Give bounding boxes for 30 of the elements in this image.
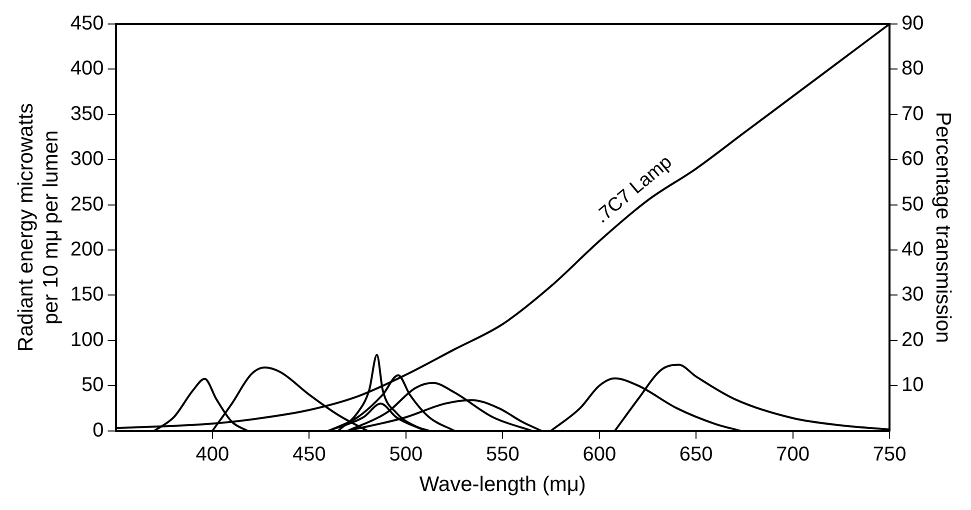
x-tick-label: 650 (679, 443, 713, 466)
y2-tick-label: 40 (902, 238, 924, 261)
x-tick-label: 400 (196, 443, 230, 466)
y-tick-label: 50 (82, 374, 104, 396)
y2-tick-label: 10 (902, 374, 924, 396)
y2-axis-title: Percentage transmission (932, 112, 955, 343)
y2-tick-label: 70 (902, 102, 924, 125)
y2-tick-label: 90 (902, 12, 924, 35)
y2-tick-label: 80 (902, 58, 924, 80)
x-tick-label: 450 (292, 443, 326, 466)
y-tick-label: 400 (70, 58, 104, 80)
y-tick-label: 250 (70, 193, 104, 216)
y-axis-title: Radiant energy microwatts per 10 mμ per lumen (14, 103, 63, 352)
x-tick-label: 600 (582, 443, 616, 466)
y-tick-label: 0 (92, 419, 104, 442)
x-tick-label: 550 (486, 443, 520, 466)
y2-tick-label: 20 (902, 328, 924, 351)
y2-tick-label: 60 (902, 148, 924, 170)
y2-tick-label: 30 (902, 284, 924, 306)
x-tick-label: 500 (389, 443, 423, 466)
x-tick-label: 700 (776, 443, 810, 466)
y-tick-label: 350 (70, 102, 104, 125)
y-tick-label: 300 (70, 148, 104, 170)
y2-tick-label: 50 (902, 193, 924, 216)
x-tick-label: 750 (872, 443, 906, 466)
x-axis-title: Wave-length (mμ) (419, 473, 586, 496)
y-tick-label: 200 (70, 238, 104, 261)
y-tick-label: 450 (70, 12, 104, 35)
y-tick-label: 150 (70, 284, 104, 306)
y-tick-label: 100 (70, 328, 104, 351)
